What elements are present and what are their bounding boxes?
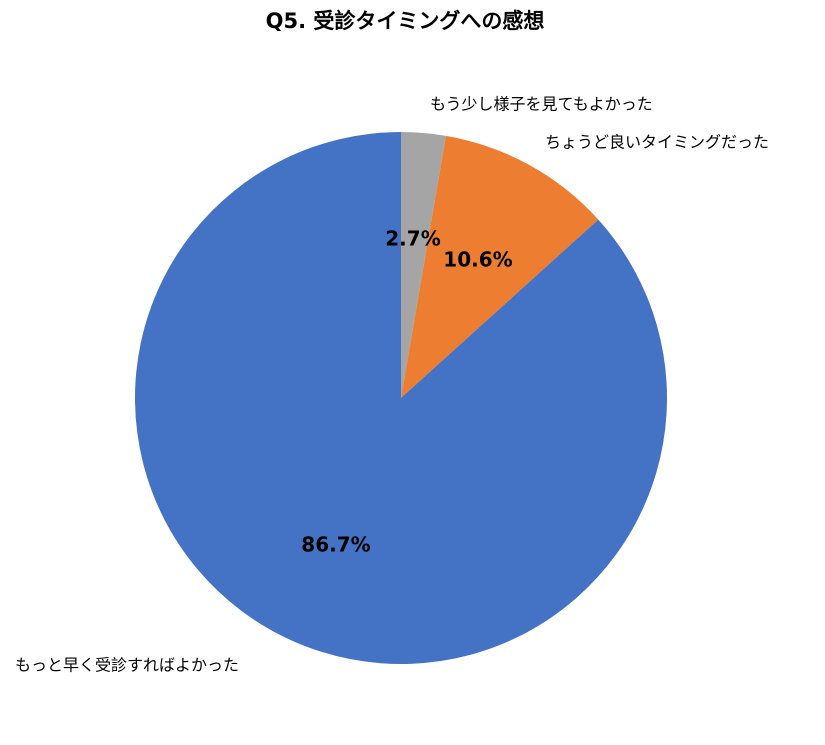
category-label: もう少し様子を見てもよかった (430, 95, 653, 114)
pie-slice (401, 135, 599, 398)
category-label: ちょうど良いタイミングだった (545, 133, 769, 152)
pie-slice (401, 132, 446, 398)
value-label: 10.6% (443, 248, 512, 272)
value-label: 86.7% (301, 533, 370, 557)
chart-title: Q5. 受診タイミングへの感想 (266, 9, 545, 33)
pie (134, 132, 668, 665)
pie-slice (134, 132, 668, 665)
labels: もう少し様子を見てもよかった 2.7% ちょうど良いタイミングだった 10.6% もっと… (15, 95, 769, 675)
value-label: 2.7% (385, 227, 440, 251)
category-label: もっと早く受診すればよかった (15, 656, 239, 675)
